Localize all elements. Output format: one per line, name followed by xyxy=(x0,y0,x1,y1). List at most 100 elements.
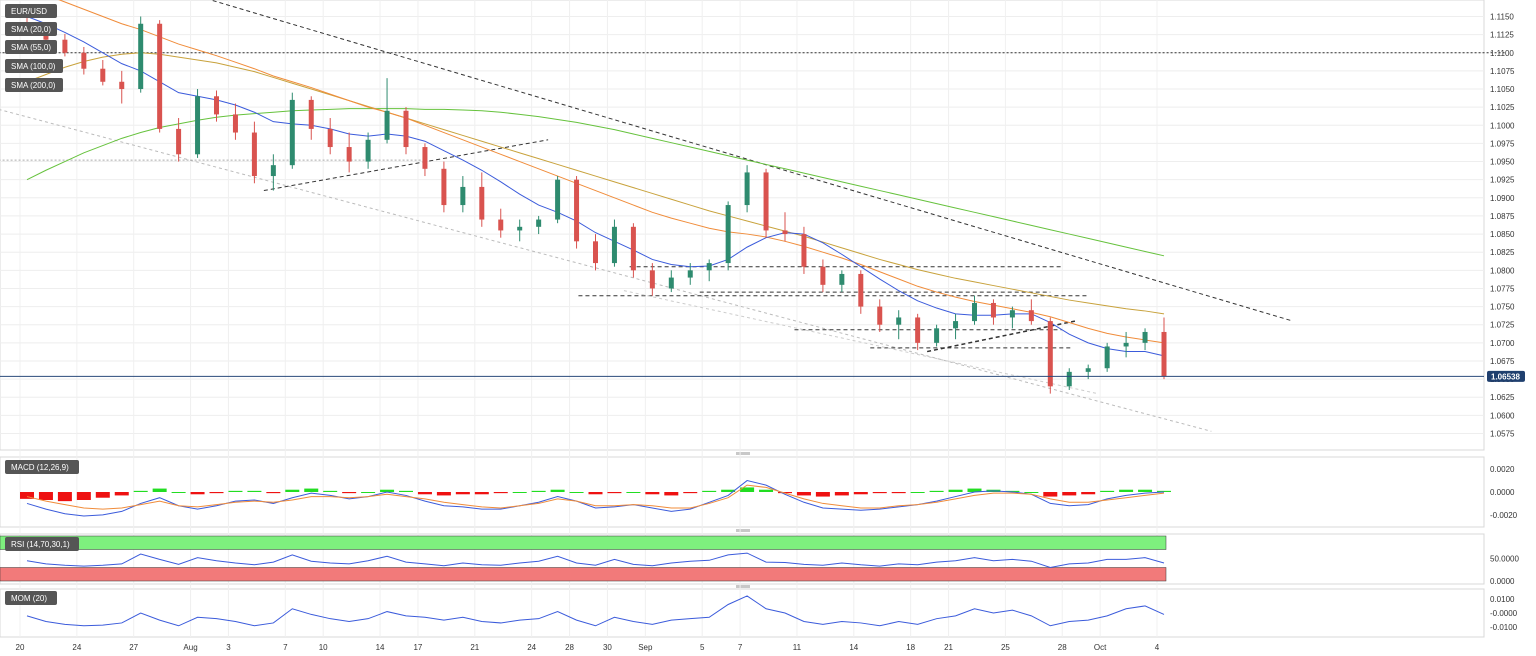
macd-histogram-bar xyxy=(664,492,679,496)
downtrend-channel-line[interactable] xyxy=(0,109,1212,432)
legend-macd[interactable]: MACD (12,26,9) xyxy=(5,460,79,474)
candle-body xyxy=(1009,310,1015,318)
bullish-candle[interactable] xyxy=(1142,328,1148,351)
bullish-candle[interactable] xyxy=(384,78,390,144)
splitter-handle[interactable] xyxy=(736,452,750,455)
rising-support-line[interactable] xyxy=(263,139,549,192)
splitter-handle[interactable] xyxy=(736,585,750,588)
legend-mom-text: MOM (20) xyxy=(11,594,47,603)
bullish-candle[interactable] xyxy=(934,324,940,347)
bearish-candle[interactable] xyxy=(782,212,788,242)
candle-body xyxy=(195,96,201,155)
legend-symbol-text: EUR/USD xyxy=(11,7,47,16)
bullish-candle[interactable] xyxy=(555,176,561,224)
splitter-handle[interactable] xyxy=(736,529,750,532)
bearish-candle[interactable] xyxy=(62,33,68,57)
candles[interactable] xyxy=(24,5,1167,394)
bearish-candle[interactable] xyxy=(1161,317,1167,380)
bearish-candle[interactable] xyxy=(593,234,598,271)
bullish-candle[interactable] xyxy=(1123,331,1129,358)
bullish-candle[interactable] xyxy=(953,313,959,340)
legend-sma-100[interactable]: SMA (100,0) xyxy=(5,59,63,73)
macd-histogram-bar xyxy=(569,492,584,493)
bearish-candle[interactable] xyxy=(858,270,864,314)
bullish-candle[interactable] xyxy=(365,132,371,169)
bearish-candle[interactable] xyxy=(176,118,182,162)
bearish-candle[interactable] xyxy=(877,299,883,332)
bullish-candle[interactable] xyxy=(1009,306,1015,329)
bullish-candle[interactable] xyxy=(289,92,295,169)
bearish-candle[interactable] xyxy=(649,263,655,296)
legend-symbol[interactable]: EUR/USD xyxy=(5,4,57,18)
bearish-candle[interactable] xyxy=(574,176,580,249)
downtrend-resistance-line[interactable] xyxy=(212,0,1294,322)
mom-panel[interactable] xyxy=(0,588,1485,638)
bearish-candle[interactable] xyxy=(232,103,238,140)
bearish-candle[interactable] xyxy=(498,208,504,238)
bullish-candle[interactable] xyxy=(195,89,201,158)
legend-sma-20[interactable]: SMA (20,0) xyxy=(5,22,57,36)
macd-histogram-bar xyxy=(436,492,451,496)
bearish-candle[interactable] xyxy=(214,90,219,122)
bullish-candle[interactable] xyxy=(896,310,902,340)
bearish-candle[interactable] xyxy=(81,46,87,75)
bullish-candle[interactable] xyxy=(972,295,977,325)
macd-histogram-bar xyxy=(721,489,736,492)
bullish-candle[interactable] xyxy=(839,270,845,293)
macd-histogram-bar xyxy=(910,492,925,493)
bearish-candle[interactable] xyxy=(763,168,769,238)
bullish-candle[interactable] xyxy=(536,215,542,235)
bearish-candle[interactable] xyxy=(327,118,333,155)
bearish-candle[interactable] xyxy=(422,143,428,177)
legend-sma-55[interactable]: SMA (55,0) xyxy=(5,40,57,54)
macd-histogram-bar xyxy=(740,487,755,492)
bullish-candle[interactable] xyxy=(138,16,144,93)
bullish-candle[interactable] xyxy=(517,219,523,242)
macd-histogram-bar xyxy=(531,490,546,492)
bearish-candle[interactable] xyxy=(251,121,257,184)
bearish-candle[interactable] xyxy=(820,259,826,293)
rsi-indicator: 50.0000 0.0000 xyxy=(0,535,1519,586)
bullish-candle[interactable] xyxy=(706,259,712,282)
bullish-candle[interactable] xyxy=(668,270,674,293)
date-tick-label: 11 xyxy=(793,643,802,652)
bearish-candle[interactable] xyxy=(403,107,409,155)
trendline-drawings[interactable] xyxy=(0,0,1506,432)
bullish-candle[interactable] xyxy=(460,176,466,213)
legend-rsi[interactable]: RSI (14,70,30,1) xyxy=(5,537,79,551)
legend-sma-100-text: SMA (100,0) xyxy=(11,62,56,71)
bullish-candle[interactable] xyxy=(270,154,276,191)
rsi-line xyxy=(26,552,1165,569)
macd-histogram-bar xyxy=(834,492,849,496)
bearish-candle[interactable] xyxy=(915,313,921,351)
price-tick-label: 1.1000 xyxy=(1490,121,1515,130)
bearish-candle[interactable] xyxy=(630,223,636,278)
macd-histogram-bar xyxy=(304,488,319,492)
bearish-candle[interactable] xyxy=(100,60,106,86)
bullish-candle[interactable] xyxy=(725,201,731,271)
bearish-candle[interactable] xyxy=(479,172,485,227)
bullish-candle[interactable] xyxy=(687,263,693,285)
bearish-candle[interactable] xyxy=(346,132,352,173)
bullish-candle[interactable] xyxy=(1066,368,1072,390)
bearish-candle[interactable] xyxy=(308,96,314,140)
bearish-candle[interactable] xyxy=(441,161,447,213)
price-panel[interactable] xyxy=(0,0,1485,451)
bearish-candle[interactable] xyxy=(990,299,996,325)
candle-body xyxy=(214,96,219,115)
bearish-candle[interactable] xyxy=(801,226,807,274)
bullish-candle[interactable] xyxy=(1104,342,1110,372)
bullish-candle[interactable] xyxy=(611,219,617,267)
bearish-candle[interactable] xyxy=(1047,317,1053,394)
candle-body xyxy=(1123,342,1129,347)
candle-body xyxy=(100,68,106,82)
candle-body xyxy=(877,306,883,325)
bearish-candle[interactable] xyxy=(1028,299,1034,325)
bearish-candle[interactable] xyxy=(157,20,163,133)
bullish-candle[interactable] xyxy=(744,165,750,213)
legend-mom[interactable]: MOM (20) xyxy=(5,591,57,605)
bearish-candle[interactable] xyxy=(119,70,125,104)
legend-sma-200[interactable]: SMA (200,0) xyxy=(5,78,63,92)
macd-histogram-bar xyxy=(872,492,887,494)
